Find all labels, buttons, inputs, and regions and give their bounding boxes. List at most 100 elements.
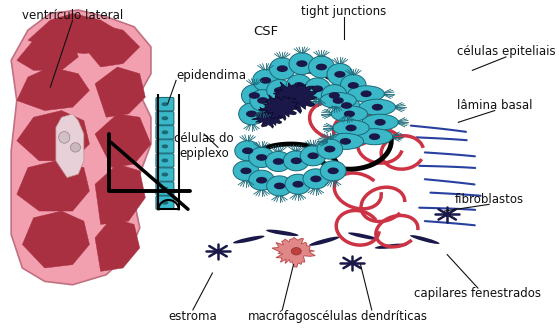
Polygon shape	[78, 23, 140, 67]
Circle shape	[162, 158, 168, 162]
Ellipse shape	[70, 143, 80, 152]
FancyBboxPatch shape	[156, 154, 174, 167]
Ellipse shape	[266, 229, 299, 236]
Ellipse shape	[235, 141, 260, 161]
Text: células dendríticas: células dendríticas	[316, 310, 427, 323]
Ellipse shape	[289, 53, 315, 74]
Ellipse shape	[269, 58, 295, 80]
Circle shape	[162, 144, 168, 148]
Ellipse shape	[359, 99, 396, 115]
Ellipse shape	[348, 232, 378, 240]
FancyBboxPatch shape	[156, 196, 174, 209]
Ellipse shape	[342, 178, 373, 204]
Circle shape	[257, 97, 268, 104]
Polygon shape	[11, 10, 151, 285]
Text: lâmina basal: lâmina basal	[457, 99, 533, 112]
Ellipse shape	[249, 147, 274, 168]
Ellipse shape	[331, 106, 368, 122]
Circle shape	[324, 146, 335, 152]
Ellipse shape	[410, 235, 439, 244]
Text: células do
epiplexo: células do epiplexo	[174, 132, 234, 160]
Ellipse shape	[267, 80, 292, 101]
Ellipse shape	[253, 69, 278, 91]
Polygon shape	[22, 211, 89, 268]
Ellipse shape	[233, 161, 259, 181]
Ellipse shape	[309, 56, 334, 78]
Circle shape	[340, 138, 351, 145]
Circle shape	[246, 111, 257, 117]
Ellipse shape	[303, 169, 329, 189]
Ellipse shape	[239, 103, 264, 125]
Circle shape	[242, 147, 253, 154]
Text: estroma: estroma	[168, 310, 217, 323]
Ellipse shape	[327, 64, 353, 85]
Polygon shape	[17, 161, 89, 211]
Ellipse shape	[340, 75, 366, 96]
Ellipse shape	[387, 141, 418, 164]
Ellipse shape	[309, 237, 339, 246]
Polygon shape	[17, 34, 78, 70]
Ellipse shape	[233, 236, 264, 244]
Ellipse shape	[333, 120, 369, 136]
Ellipse shape	[285, 174, 311, 194]
Circle shape	[296, 60, 307, 67]
Circle shape	[344, 111, 355, 117]
Circle shape	[260, 77, 271, 84]
Circle shape	[312, 85, 323, 92]
Ellipse shape	[321, 85, 347, 107]
Ellipse shape	[348, 86, 385, 102]
Circle shape	[348, 261, 356, 265]
Text: epidendima: epidendima	[176, 69, 246, 82]
Ellipse shape	[241, 85, 267, 107]
Ellipse shape	[266, 151, 291, 172]
Circle shape	[307, 152, 319, 159]
Ellipse shape	[286, 75, 312, 96]
Ellipse shape	[300, 146, 326, 166]
Circle shape	[443, 212, 451, 217]
Text: tight junctions: tight junctions	[301, 5, 386, 18]
Text: macrófagos: macrófagos	[248, 310, 317, 323]
Polygon shape	[272, 238, 315, 267]
Polygon shape	[28, 13, 123, 54]
Circle shape	[240, 168, 252, 174]
Circle shape	[162, 201, 168, 205]
Circle shape	[333, 97, 344, 104]
FancyBboxPatch shape	[156, 182, 174, 195]
Circle shape	[316, 64, 327, 70]
Circle shape	[162, 102, 168, 106]
Polygon shape	[95, 114, 151, 168]
Polygon shape	[17, 111, 89, 161]
Circle shape	[348, 82, 359, 89]
Polygon shape	[95, 218, 140, 271]
Circle shape	[372, 104, 383, 111]
Circle shape	[369, 133, 380, 140]
Circle shape	[162, 116, 168, 120]
Ellipse shape	[249, 170, 274, 190]
Ellipse shape	[362, 114, 398, 130]
Ellipse shape	[357, 129, 393, 145]
Ellipse shape	[291, 248, 301, 255]
Polygon shape	[258, 95, 299, 120]
Polygon shape	[267, 82, 318, 114]
Polygon shape	[252, 107, 283, 128]
Ellipse shape	[317, 108, 348, 133]
Ellipse shape	[334, 94, 359, 116]
Circle shape	[249, 92, 260, 99]
Ellipse shape	[383, 220, 411, 243]
Circle shape	[341, 102, 352, 109]
Ellipse shape	[267, 176, 292, 196]
Circle shape	[310, 176, 321, 182]
Circle shape	[345, 125, 357, 131]
Polygon shape	[95, 164, 145, 224]
Circle shape	[162, 187, 168, 191]
FancyBboxPatch shape	[156, 140, 174, 153]
Circle shape	[292, 181, 304, 188]
FancyBboxPatch shape	[156, 97, 174, 111]
Circle shape	[214, 249, 222, 254]
FancyBboxPatch shape	[156, 168, 174, 181]
Ellipse shape	[364, 134, 396, 158]
Circle shape	[291, 157, 302, 164]
Circle shape	[293, 82, 305, 89]
Ellipse shape	[327, 133, 363, 149]
Circle shape	[256, 154, 267, 161]
